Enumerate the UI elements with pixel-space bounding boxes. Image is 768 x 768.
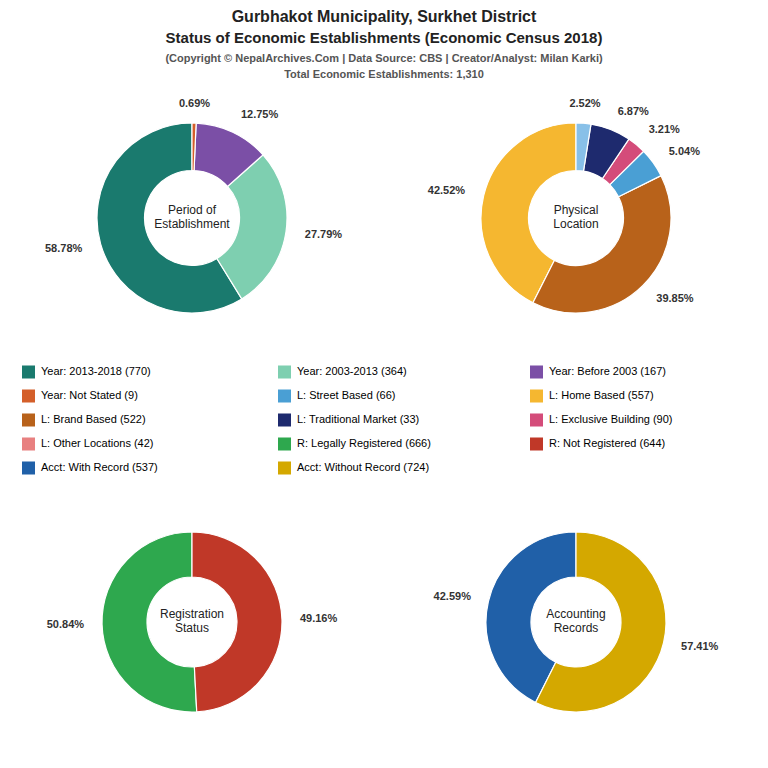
legend-swatch [22, 390, 35, 403]
chart-root: Gurbhakot Municipality, Surkhet District… [0, 0, 768, 768]
slice [192, 123, 196, 171]
legend-label: Year: 2013-2018 (770) [41, 365, 151, 377]
data-label: 42.59% [434, 590, 472, 602]
subtitle: (Copyright © NepalArchives.Com | Data So… [165, 52, 603, 64]
slices [97, 123, 287, 313]
legend-item: L: Brand Based (522) [22, 413, 146, 427]
legend-swatch [278, 390, 291, 403]
legend-swatch [22, 366, 35, 379]
legend-label: L: Other Locations (42) [41, 437, 154, 449]
legend-swatch [530, 366, 543, 379]
data-label: 27.79% [305, 228, 343, 240]
legend-item: Acct: With Record (537) [22, 461, 158, 475]
slices [486, 532, 666, 712]
legend-swatch [278, 462, 291, 475]
legend-item: R: Legally Registered (666) [278, 437, 431, 451]
legend-label: Acct: Without Record (724) [297, 461, 429, 473]
legend-item: Acct: Without Record (724) [278, 461, 429, 475]
data-label: 3.21% [649, 123, 680, 135]
legend-swatch [530, 390, 543, 403]
center-label: Establishment [154, 217, 230, 231]
slices [102, 532, 282, 712]
center-label: Period of [168, 203, 217, 217]
legend-item: L: Home Based (557) [530, 389, 654, 403]
legend-swatch [22, 462, 35, 475]
legend-swatch [22, 438, 35, 451]
legend-swatch [278, 414, 291, 427]
legend-label: Year: Not Stated (9) [41, 389, 138, 401]
legend-item: Year: 2013-2018 (770) [22, 365, 151, 379]
slices [481, 123, 671, 313]
legend-item: Year: 2003-2013 (364) [278, 365, 407, 379]
center-label: Location [553, 217, 598, 231]
legend-swatch [22, 414, 35, 427]
legend-item: L: Traditional Market (33) [278, 413, 419, 427]
legend-swatch [278, 366, 291, 379]
legend-label: R: Legally Registered (666) [297, 437, 431, 449]
data-label: 58.78% [45, 242, 83, 254]
center-label: Records [554, 621, 599, 635]
legend-item: L: Other Locations (42) [22, 437, 154, 451]
slice [576, 123, 591, 171]
legend-label: Acct: With Record (537) [41, 461, 158, 473]
legend-label: L: Street Based (66) [297, 389, 395, 401]
slice [583, 124, 628, 178]
legend-label: L: Traditional Market (33) [297, 413, 419, 425]
title: Status of Economic Establishments (Econo… [166, 29, 603, 46]
data-label: 42.52% [428, 184, 466, 196]
donut: AccountingRecords 42.59% 57.41% [434, 532, 719, 712]
legend-item: L: Exclusive Building (90) [530, 413, 673, 427]
donut: RegistrationStatus 50.84% 49.16% [47, 532, 338, 712]
center-label: Accounting [546, 607, 605, 621]
center-label: Physical [554, 203, 599, 217]
data-label: 57.41% [681, 640, 719, 652]
legend-label: L: Exclusive Building (90) [549, 413, 673, 425]
subtitle: Total Economic Establishments: 1,310 [284, 68, 484, 80]
donut: PhysicalLocation 42.52% 39.85% 5.04% 3.21%6.… [428, 97, 700, 313]
center-label: Status [175, 621, 209, 635]
legend-item: R: Not Registered (644) [530, 437, 665, 451]
data-label: 2.52% [569, 97, 600, 109]
data-label: 50.84% [47, 618, 85, 630]
legend-item: Year: Before 2003 (167) [530, 365, 666, 379]
legend-swatch [530, 438, 543, 451]
data-label: 12.75% [241, 108, 279, 120]
legend-label: Year: 2003-2013 (364) [297, 365, 407, 377]
legend-swatch [278, 438, 291, 451]
legend-swatch [530, 414, 543, 427]
legend-label: Year: Before 2003 (167) [549, 365, 666, 377]
slice [533, 176, 671, 313]
center-label: Registration [160, 607, 224, 621]
data-label: 0.69% [179, 97, 210, 109]
data-label: 49.16% [300, 612, 338, 624]
legend: Year: 2013-2018 (770) Year: 2003-2013 (36… [22, 365, 673, 475]
legend-item: Year: Not Stated (9) [22, 389, 138, 403]
data-label: 39.85% [656, 292, 694, 304]
legend-label: L: Brand Based (522) [41, 413, 146, 425]
data-label: 6.87% [618, 105, 649, 117]
slice [194, 123, 263, 186]
donut: Period ofEstablishment 58.78% 27.79% 12.75%… [45, 97, 342, 313]
data-label: 5.04% [669, 145, 700, 157]
title: Gurbhakot Municipality, Surkhet District [232, 8, 537, 25]
legend-label: R: Not Registered (644) [549, 437, 665, 449]
legend-label: L: Home Based (557) [549, 389, 654, 401]
legend-item: L: Street Based (66) [278, 389, 395, 403]
slice [536, 532, 666, 712]
